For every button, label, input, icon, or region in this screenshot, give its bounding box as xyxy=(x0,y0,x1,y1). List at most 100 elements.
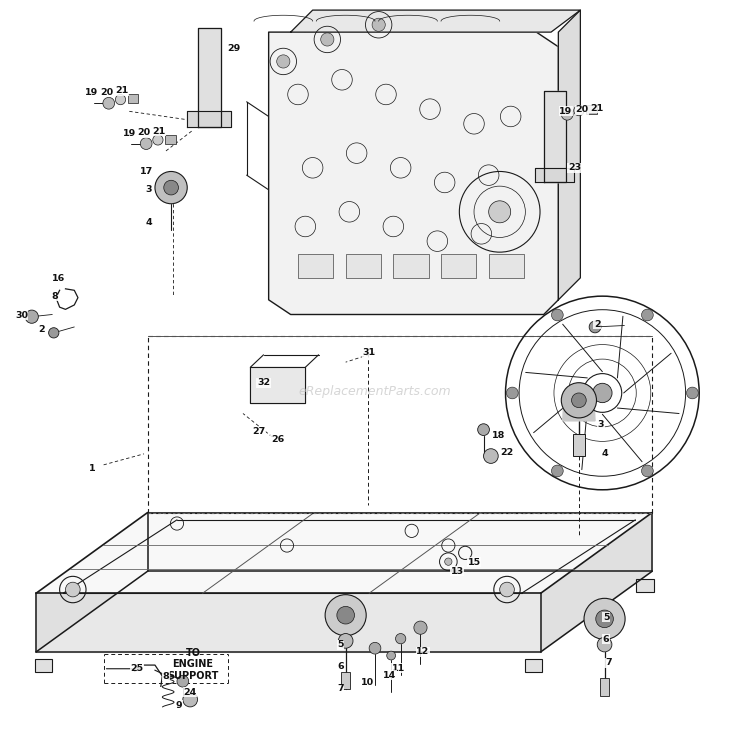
Circle shape xyxy=(506,387,518,399)
Circle shape xyxy=(26,310,38,323)
Text: 11: 11 xyxy=(392,664,405,672)
Bar xyxy=(298,254,333,278)
Text: 1: 1 xyxy=(89,464,96,473)
Circle shape xyxy=(592,384,612,403)
Circle shape xyxy=(49,327,59,338)
Circle shape xyxy=(395,633,406,644)
Circle shape xyxy=(103,98,115,109)
Bar xyxy=(393,254,428,278)
Text: 14: 14 xyxy=(383,671,396,680)
Text: 32: 32 xyxy=(257,378,270,387)
Circle shape xyxy=(153,134,163,145)
Circle shape xyxy=(596,610,613,627)
Circle shape xyxy=(277,55,290,68)
Circle shape xyxy=(551,465,563,477)
Text: 12: 12 xyxy=(416,647,429,656)
Circle shape xyxy=(414,621,427,634)
Circle shape xyxy=(140,137,152,149)
Text: 10: 10 xyxy=(361,678,374,687)
Text: 21: 21 xyxy=(116,86,128,95)
Text: 3: 3 xyxy=(598,420,604,429)
Text: 5: 5 xyxy=(338,640,344,649)
Polygon shape xyxy=(197,28,221,127)
Text: 4: 4 xyxy=(602,449,608,458)
Text: 18: 18 xyxy=(491,431,505,440)
Bar xyxy=(341,672,350,689)
Circle shape xyxy=(478,423,490,435)
Bar xyxy=(489,254,524,278)
Text: 23: 23 xyxy=(568,163,581,172)
Bar xyxy=(586,106,596,115)
Circle shape xyxy=(183,692,197,707)
Circle shape xyxy=(177,675,189,687)
Circle shape xyxy=(590,321,601,333)
Text: 26: 26 xyxy=(271,435,284,444)
Text: 2: 2 xyxy=(39,324,45,334)
Circle shape xyxy=(574,106,584,116)
Bar xyxy=(128,95,138,103)
Text: 7: 7 xyxy=(338,684,344,693)
Text: 4: 4 xyxy=(146,218,152,228)
Circle shape xyxy=(65,582,80,597)
Text: 6: 6 xyxy=(338,662,344,671)
Circle shape xyxy=(164,180,178,195)
Text: 19: 19 xyxy=(559,107,572,116)
Text: 20: 20 xyxy=(575,106,589,115)
Polygon shape xyxy=(36,513,148,652)
Circle shape xyxy=(326,595,366,636)
Circle shape xyxy=(561,383,596,418)
Bar xyxy=(165,134,176,143)
Polygon shape xyxy=(36,571,652,652)
Polygon shape xyxy=(36,593,541,652)
Text: 21: 21 xyxy=(152,126,165,136)
Circle shape xyxy=(572,393,586,408)
Circle shape xyxy=(155,171,188,204)
Polygon shape xyxy=(544,91,566,183)
Text: 2: 2 xyxy=(594,319,601,329)
Polygon shape xyxy=(541,513,652,652)
Bar xyxy=(34,659,53,672)
Text: TO
ENGINE
SUPPORT: TO ENGINE SUPPORT xyxy=(167,648,219,681)
Text: 5: 5 xyxy=(603,613,609,622)
Circle shape xyxy=(387,651,395,660)
Bar xyxy=(146,579,164,592)
Text: 7: 7 xyxy=(605,658,611,667)
Text: 25: 25 xyxy=(130,664,143,673)
Circle shape xyxy=(641,309,653,321)
Circle shape xyxy=(116,95,126,105)
Bar xyxy=(251,367,305,403)
Text: 29: 29 xyxy=(227,44,241,52)
Circle shape xyxy=(489,201,511,223)
Text: 9: 9 xyxy=(176,701,182,710)
Text: 27: 27 xyxy=(253,427,266,436)
Circle shape xyxy=(445,558,452,565)
Text: 20: 20 xyxy=(100,88,114,97)
Polygon shape xyxy=(187,112,230,127)
Text: 19: 19 xyxy=(123,129,136,138)
Bar xyxy=(441,254,476,278)
Text: 21: 21 xyxy=(590,104,603,113)
Text: 8: 8 xyxy=(163,672,170,681)
Bar xyxy=(636,579,654,592)
Text: 17: 17 xyxy=(140,167,153,176)
Circle shape xyxy=(561,109,573,120)
Bar xyxy=(573,434,585,456)
Polygon shape xyxy=(291,10,580,32)
Polygon shape xyxy=(36,513,652,593)
Circle shape xyxy=(369,642,381,654)
Circle shape xyxy=(686,387,698,399)
Circle shape xyxy=(372,18,386,31)
Bar xyxy=(346,254,381,278)
Circle shape xyxy=(337,607,355,624)
Text: 19: 19 xyxy=(85,89,98,98)
Text: eReplacementParts.com: eReplacementParts.com xyxy=(298,385,452,398)
Circle shape xyxy=(551,309,563,321)
Circle shape xyxy=(500,582,514,597)
Text: 30: 30 xyxy=(15,310,28,320)
Circle shape xyxy=(321,33,334,46)
Circle shape xyxy=(641,465,653,477)
Circle shape xyxy=(597,637,612,652)
Text: 20: 20 xyxy=(137,128,151,137)
Text: 15: 15 xyxy=(467,558,481,567)
Text: 22: 22 xyxy=(500,448,514,457)
